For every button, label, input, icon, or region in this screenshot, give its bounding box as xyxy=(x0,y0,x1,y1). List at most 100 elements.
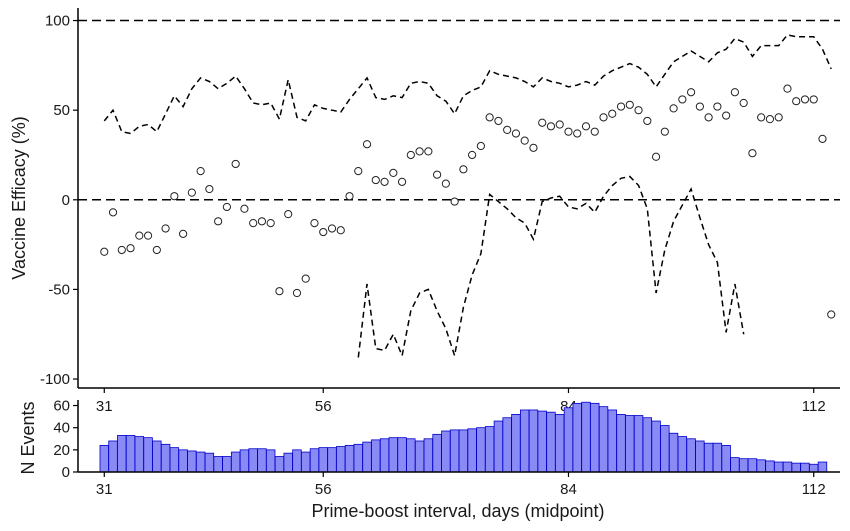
efficacy-point-66 xyxy=(678,95,687,104)
event-bar-54 xyxy=(301,451,311,473)
efficacy-point-12 xyxy=(205,184,214,194)
efficacy-point-31 xyxy=(371,175,380,185)
efficacy-point-75 xyxy=(757,113,766,122)
event-bar-56 xyxy=(318,447,328,473)
efficacy-point-9 xyxy=(179,229,188,238)
efficacy-point-76 xyxy=(765,115,775,124)
event-bar-38 xyxy=(160,443,171,473)
event-bar-44 xyxy=(213,456,223,473)
event-bar-97 xyxy=(677,436,688,473)
event-bar-104 xyxy=(738,458,749,473)
event-bar-62 xyxy=(371,439,381,473)
efficacy-point-50 xyxy=(538,118,547,127)
efficacy-point-33 xyxy=(389,168,398,178)
efficacy-point-73 xyxy=(739,98,748,108)
lower-ci-line xyxy=(357,175,745,359)
event-bar-92 xyxy=(633,415,644,473)
efficacy-point-70 xyxy=(713,102,722,111)
efficacy-point-8 xyxy=(170,192,179,201)
event-bar-72 xyxy=(458,429,469,473)
efficacy-y-axis-title: Vaccine Efficacy (%) xyxy=(9,116,29,279)
efficacy-point-2 xyxy=(117,245,126,255)
efficacy-point-65 xyxy=(669,104,678,113)
event-bar-105 xyxy=(747,458,758,473)
efficacy-point-17 xyxy=(249,218,258,228)
event-bar-43 xyxy=(204,452,215,473)
efficacy-point-77 xyxy=(774,113,783,122)
efficacy-point-39 xyxy=(441,179,450,188)
event-bar-59 xyxy=(344,445,355,473)
event-bar-64 xyxy=(388,437,399,473)
efficacy-point-82 xyxy=(818,134,827,143)
events-x-tick-label-31: 31 xyxy=(96,481,113,498)
efficacy-point-42 xyxy=(468,150,477,160)
efficacy-reference-lines xyxy=(78,19,840,201)
event-bar-102 xyxy=(721,445,731,473)
efficacy-point-11 xyxy=(196,167,205,176)
event-bar-40 xyxy=(178,449,188,473)
event-bar-37 xyxy=(152,440,162,473)
event-bar-95 xyxy=(660,425,670,473)
efficacy-point-1 xyxy=(108,208,118,217)
efficacy-y-tick-label-0: 0 xyxy=(62,192,70,209)
event-bar-34 xyxy=(125,435,136,473)
efficacy-point-74 xyxy=(748,149,757,158)
efficacy-point-29 xyxy=(354,167,363,176)
efficacy-points xyxy=(100,84,836,319)
efficacy-point-62 xyxy=(643,116,652,126)
efficacy-point-68 xyxy=(695,102,704,111)
event-bar-101 xyxy=(712,442,723,473)
event-bar-100 xyxy=(703,442,714,473)
efficacy-point-63 xyxy=(651,152,661,161)
efficacy-point-23 xyxy=(301,274,310,283)
efficacy-point-34 xyxy=(397,177,407,186)
efficacy-point-18 xyxy=(257,217,267,226)
event-bar-60 xyxy=(353,443,363,473)
efficacy-point-16 xyxy=(240,204,249,213)
events-y-axis-title: N Events xyxy=(18,401,38,474)
event-bar-57 xyxy=(327,447,337,473)
efficacy-point-14 xyxy=(222,202,231,212)
efficacy-point-3 xyxy=(126,244,135,253)
event-bar-32 xyxy=(108,440,118,473)
efficacy-y-tick-label-50: 50 xyxy=(53,102,70,119)
efficacy-point-37 xyxy=(424,147,433,156)
efficacy-y-tick-label-100: 100 xyxy=(45,13,70,30)
efficacy-point-15 xyxy=(231,159,240,169)
efficacy-point-81 xyxy=(809,95,818,104)
event-bar-52 xyxy=(283,452,293,473)
efficacy-point-26 xyxy=(327,224,337,233)
event-bar-65 xyxy=(397,437,407,473)
event-bar-108 xyxy=(773,461,784,473)
event-bar-99 xyxy=(695,440,705,473)
efficacy-point-71 xyxy=(722,111,731,120)
event-bar-39 xyxy=(169,447,180,473)
event-bar-85 xyxy=(572,402,582,473)
events-y-tick-label-40: 40 xyxy=(53,420,70,437)
event-bar-49 xyxy=(257,448,267,473)
event-bar-73 xyxy=(467,428,477,473)
efficacy-point-6 xyxy=(152,245,161,255)
efficacy-point-10 xyxy=(187,188,196,197)
efficacy-point-30 xyxy=(362,140,372,149)
event-bar-88 xyxy=(598,406,609,473)
efficacy-point-78 xyxy=(783,84,792,93)
efficacy-point-5 xyxy=(143,231,153,240)
efficacy-point-57 xyxy=(599,113,608,122)
event-bar-69 xyxy=(432,433,442,473)
efficacy-point-28 xyxy=(345,192,354,201)
event-bar-83 xyxy=(555,413,565,473)
event-bar-50 xyxy=(265,449,276,473)
event-bar-87 xyxy=(590,402,600,473)
event-bar-71 xyxy=(449,429,460,473)
efficacy-point-72 xyxy=(730,88,739,97)
event-bar-55 xyxy=(309,448,320,473)
event-bar-106 xyxy=(756,459,766,473)
event-bar-66 xyxy=(406,438,416,473)
efficacy-point-44 xyxy=(485,113,494,122)
event-bar-93 xyxy=(642,417,653,473)
efficacy-point-4 xyxy=(135,231,144,240)
event-bar-103 xyxy=(730,457,740,473)
efficacy-y-tick-label--100: -100 xyxy=(40,371,70,388)
event-bar-111 xyxy=(800,462,810,473)
